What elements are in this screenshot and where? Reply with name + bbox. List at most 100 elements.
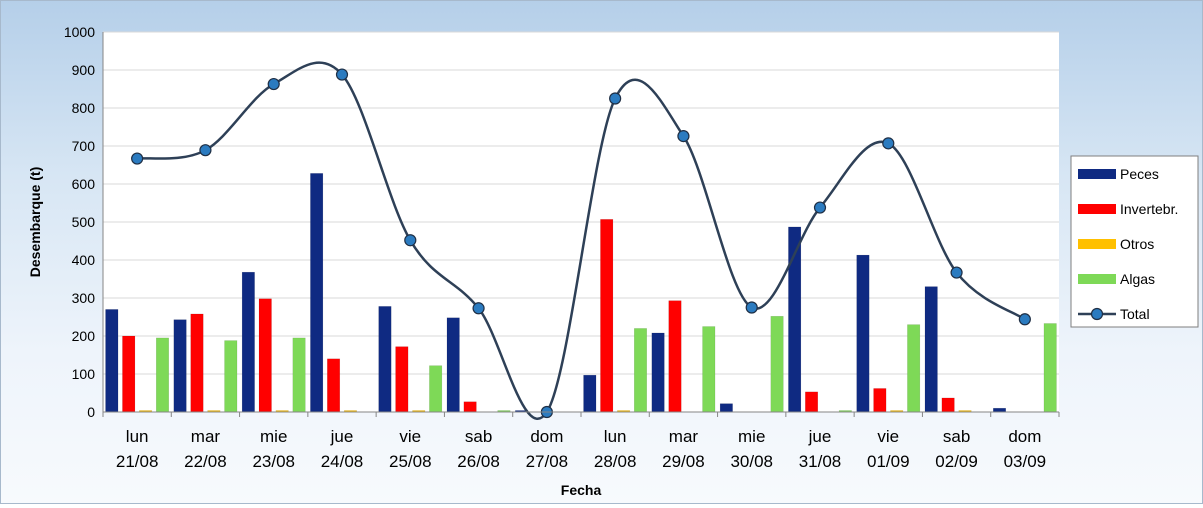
legend-label: Total [1120,306,1150,322]
axes [102,32,1060,417]
x-tick-label: mie [260,427,287,446]
total-point [472,302,485,315]
bar-peces [173,319,187,413]
bar-invertebr [873,388,887,413]
bar-algas [702,326,716,413]
x-tick-label: jue [330,427,354,446]
y-tick-label: 800 [72,100,96,116]
legend-marker [1090,307,1104,321]
bar-algas [770,315,784,413]
bar-invertebr [668,300,682,413]
x-tick-labels: lun 21/08 mar 22/08 mie 23/08 jue 24/08 vie 25/08… [116,427,1046,471]
legend-swatch [1078,169,1116,179]
bar-peces [310,173,324,413]
total-line-path [136,61,1026,421]
y-tick-label: 700 [72,138,96,154]
x-tick-label: sab [943,427,970,446]
y-tick-label: 900 [72,62,96,78]
x-tick-label-date: 31/08 [799,452,842,471]
y-tick-label: 500 [72,214,96,230]
total-point [813,201,827,214]
bar-algas [907,324,921,413]
x-tick-label-date: 23/08 [252,452,295,471]
total-point [745,301,758,314]
x-tick-label: vie [399,427,421,446]
bar-algas [224,340,238,413]
x-tick-label-date: 03/09 [1004,452,1047,471]
legend-label: Invertebr. [1120,201,1178,217]
legend-swatch [1078,204,1116,214]
legend-swatch [1078,239,1116,249]
x-tick-label-date: 01/09 [867,452,910,471]
legend-label: Otros [1120,236,1154,252]
x-tick-label: mar [191,427,221,446]
total-point [335,68,349,81]
x-tick-label-date: 30/08 [730,452,773,471]
bars [105,173,1057,413]
legend-label: Algas [1120,271,1155,287]
x-tick-label: mie [738,427,765,446]
bar-peces [993,407,1007,413]
total-point [677,130,690,143]
bar-invertebr [463,401,477,413]
y-axis-title: Desembarque (t) [27,167,43,277]
total-point [950,266,963,279]
x-tick-label: sab [465,427,492,446]
x-tick-label-date: 24/08 [321,452,364,471]
x-tick-label-date: 27/08 [526,452,569,471]
bar-invertebr [190,313,204,413]
bar-invertebr [395,346,409,413]
x-tick-label-date: 22/08 [184,452,227,471]
bar-peces [651,332,665,413]
bar-peces [583,374,597,413]
bar-algas [292,337,306,413]
bar-peces [105,309,119,413]
grid-lines [103,31,1059,375]
bar-peces [719,403,733,413]
total-point [1018,313,1031,326]
bar-invertebr [600,219,614,413]
x-tick-label-date: 26/08 [457,452,500,471]
x-tick-label: jue [808,427,832,446]
bar-peces [856,254,870,413]
x-tick-label: vie [877,427,899,446]
y-tick-label: 400 [72,252,96,268]
y-tick-label: 200 [72,328,96,344]
total-point [404,234,417,247]
x-tick-label-date: 02/09 [935,452,978,471]
y-tick-labels: 0 100 200 300 400 500 600 700 800 900 1000 [64,24,95,420]
bar-peces [924,286,938,413]
bar-peces [378,306,392,413]
x-tick-label: dom [1008,427,1041,446]
total-point [199,144,212,157]
bar-algas [155,337,169,413]
bar-peces [241,271,255,413]
y-tick-label: 1000 [64,24,95,40]
total-point [267,77,280,91]
legend: Peces Invertebr. Otros Algas Total [1070,155,1199,328]
bar-invertebr [805,391,819,413]
bar-algas [633,328,647,413]
y-tick-label: 600 [72,176,96,192]
y-tick-label: 100 [72,366,96,382]
bar-algas [429,365,443,413]
bar-invertebr [258,298,272,413]
x-tick-label-date: 29/08 [662,452,705,471]
total-point [131,152,144,165]
x-tick-label-date: 21/08 [116,452,159,471]
bar-peces [446,317,460,413]
x-axis-title: Fecha [561,482,602,498]
y-tick-label: 300 [72,290,96,306]
total-line [131,61,1031,421]
total-point [609,92,622,105]
bar-algas [1043,323,1057,413]
bar-invertebr [122,335,136,413]
x-tick-label-date: 28/08 [594,452,637,471]
x-tick-label: lun [604,427,627,446]
y-tick-label: 0 [87,404,95,420]
x-tick-label: lun [126,427,149,446]
bar-invertebr [941,397,955,413]
x-tick-label: dom [530,427,563,446]
